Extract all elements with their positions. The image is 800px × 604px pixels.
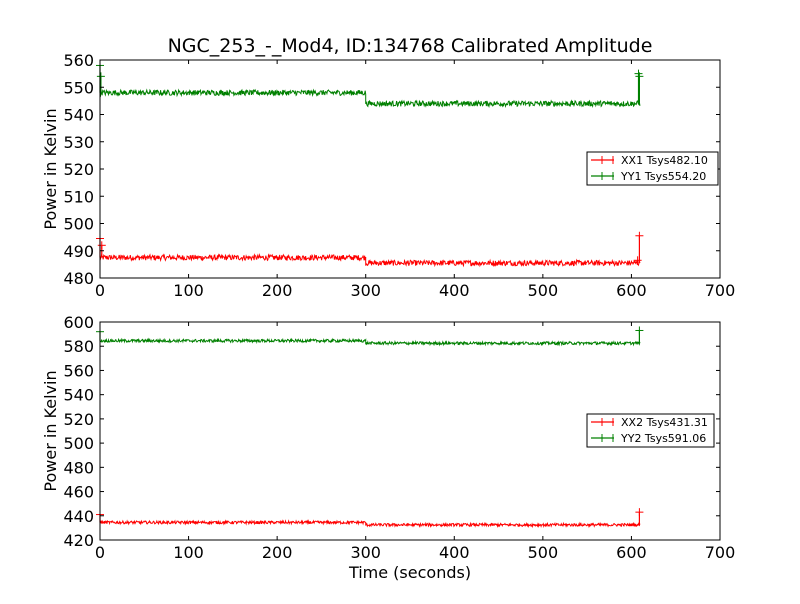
- series-yy1: [96, 61, 644, 109]
- bottom-x-tick-label: 300: [350, 543, 381, 562]
- top-y-tick-label: 500: [63, 215, 94, 234]
- bottom-y-tick-label: 500: [63, 434, 94, 453]
- top-legend: XX1 Tsys482.10 YY1 Tsys554.20: [586, 151, 719, 186]
- top-panel: 0 100 200 300 400 500 600 700 480 490 500 510 520 53…: [41, 51, 735, 300]
- top-x-tick-label: 600: [616, 281, 647, 300]
- top-y-tick-label: 510: [63, 187, 94, 206]
- bottom-y-tick-label: 560: [63, 361, 94, 380]
- series-line-xx1: [99, 253, 641, 268]
- bottom-y-tick-label: 480: [63, 458, 94, 477]
- bottom-y-axis-label: Power in Kelvin: [41, 370, 60, 491]
- top-legend-box: [586, 151, 719, 186]
- top-x-tick-label: 300: [350, 281, 381, 300]
- bottom-y-ticks: 420 440 460 480 500 520 540 560 580 600: [63, 313, 720, 550]
- bottom-legend: XX2 Tsys431.31 YY2 Tsys591.06: [586, 413, 715, 448]
- top-x-tick-label: 500: [528, 281, 559, 300]
- series-line-yy1: [99, 88, 641, 109]
- bottom-x-tick-label: 600: [616, 543, 647, 562]
- bottom-y-tick-label: 540: [63, 386, 94, 405]
- top-x-tick-label: 200: [262, 281, 293, 300]
- top-y-tick-label: 490: [63, 242, 94, 261]
- series-line-yy2: [99, 337, 641, 347]
- bottom-y-tick-label: 420: [63, 531, 94, 550]
- bottom-x-tick-label: 400: [439, 543, 470, 562]
- legend-item-yy2: YY2 Tsys591.06: [591, 432, 706, 445]
- top-y-tick-label: 530: [63, 133, 94, 152]
- top-y-axis-label: Power in Kelvin: [41, 108, 60, 229]
- legend-label-yy1: YY1 Tsys554.20: [620, 170, 706, 183]
- bottom-x-tick-label: 100: [173, 543, 204, 562]
- top-x-tick-label: 400: [439, 281, 470, 300]
- top-x-tick-label: 100: [173, 281, 204, 300]
- bottom-x-tick-label: 700: [705, 543, 736, 562]
- series-line-xx2: [99, 519, 641, 529]
- legend-label-xx2: XX2 Tsys431.31: [621, 416, 708, 429]
- bottom-y-tick-label: 460: [63, 483, 94, 502]
- legend-label-xx1: XX1 Tsys482.10: [621, 154, 708, 167]
- bottom-y-tick-label: 600: [63, 313, 94, 332]
- bottom-plot-frame: [99, 321, 721, 541]
- top-y-tick-label: 480: [63, 269, 94, 288]
- legend-label-yy2: YY2 Tsys591.06: [620, 432, 706, 445]
- bottom-y-tick-label: 520: [63, 410, 94, 429]
- bottom-y-tick-label: 580: [63, 337, 94, 356]
- bottom-plot-area: [96, 326, 644, 529]
- bottom-x-ticks: 0 100 200 300 400 500 600 700: [95, 322, 735, 562]
- bottom-legend-box: [586, 413, 715, 448]
- top-y-tick-label: 540: [63, 106, 94, 125]
- top-plot-area: [96, 61, 644, 268]
- bottom-x-tick-label: 0: [95, 543, 105, 562]
- top-y-tick-label: 550: [63, 78, 94, 97]
- bottom-x-tick-label: 200: [262, 543, 293, 562]
- legend-item-yy1: YY1 Tsys554.20: [591, 170, 706, 183]
- top-x-tick-label: 0: [95, 281, 105, 300]
- legend-item-xx2: XX2 Tsys431.31: [591, 416, 708, 429]
- bottom-x-tick-label: 500: [528, 543, 559, 562]
- chart-title: NGC_253_-_Mod4, ID:134768 Calibrated Amp…: [168, 35, 653, 57]
- top-x-tick-label: 700: [705, 281, 736, 300]
- top-y-tick-label: 560: [63, 51, 94, 70]
- top-y-ticks: 480 490 500 510 520 530 540 550 560: [63, 51, 720, 288]
- legend-item-xx1: XX1 Tsys482.10: [591, 154, 708, 167]
- bottom-y-tick-label: 440: [63, 507, 94, 526]
- top-y-tick-label: 520: [63, 160, 94, 179]
- bottom-x-axis-label: Time (seconds): [348, 563, 471, 582]
- bottom-panel: 0 100 200 300 400 500 600 700 420 440 460 480 500 52…: [41, 313, 735, 582]
- top-x-ticks: 0 100 200 300 400 500 600 700: [95, 60, 735, 300]
